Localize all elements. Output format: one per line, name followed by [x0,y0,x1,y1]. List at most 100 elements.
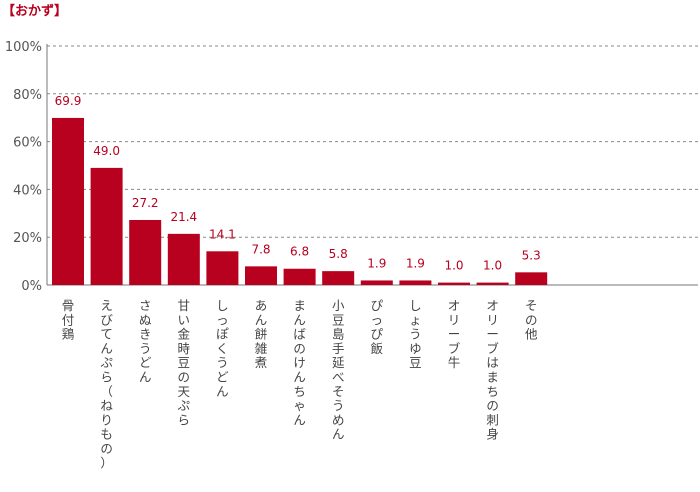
category-label-char: っ [216,312,229,327]
value-label: 1.9 [406,256,425,270]
category-label-char: っ [371,312,384,327]
bar [399,280,432,285]
category-label-char: え [100,298,113,313]
y-tick-label: 40% [13,183,42,198]
bar [52,117,84,286]
category-label-char: ゆ [409,341,422,356]
bar [90,167,123,285]
category-label-char: リ [448,312,461,327]
category-label-char: 牛 [448,355,461,370]
category-label-char: び [100,312,113,327]
category-label: 骨付鶏 [62,298,75,342]
category-label-char: ぴ [371,327,384,342]
bar [245,266,277,285]
category-label-char: ん [293,412,306,427]
value-label: 27.2 [132,196,159,210]
category-label-char: ど [216,370,229,385]
bar [322,271,355,285]
category-label-char: う [332,398,345,413]
category-label-char: そ [525,298,538,313]
category-label-char: べ [332,370,345,385]
category-label-char: ん [332,427,345,442]
category-label-char: ね [100,398,113,413]
category-label-char: て [100,327,113,342]
category-label-char: ん [216,384,229,399]
category-label-char: （ [100,384,113,399]
category-label-char: の [100,441,113,456]
category-label: その他 [525,298,538,342]
bar [476,282,509,285]
chart-title: 【おかず】 [2,4,68,19]
category-label-char: 煮 [255,355,268,370]
value-label: 5.8 [329,247,348,261]
category-label-char: の [178,370,191,385]
category-label-char: ち [486,384,499,399]
category-label-char: 金 [178,327,191,342]
category-label-char: ー [448,327,461,342]
bar [438,282,470,285]
category-label-char: し [409,298,422,313]
category-label-char: も [100,427,113,442]
category-label-char: そ [332,384,345,399]
category-label-char: 餅 [255,327,268,342]
category-label-char: う [216,355,229,370]
category-label-char: ち [293,384,306,399]
category-label-char: ぬ [139,312,152,327]
category-label-char: オ [486,298,499,313]
category-label-char: ん [100,341,113,356]
category-label-char: ん [255,312,268,327]
value-label: 7.8 [251,242,270,256]
category-label-char: ゃ [293,398,306,413]
category-label-char: 島 [332,327,345,342]
category-label-char: ぷ [178,398,191,413]
category-label-char: し [216,298,229,313]
category-label-char: う [139,341,152,356]
category-label-char: ら [178,412,191,427]
value-label: 69.9 [55,94,82,108]
category-label-char: あ [255,298,268,313]
category-label-char: 身 [486,427,499,442]
bar [515,272,548,285]
category-label-char: は [486,355,499,370]
category-label-char: 鶏 [62,327,75,342]
category-label-char: ん [293,370,306,385]
value-label: 5.3 [522,248,541,262]
category-label-char: 延 [332,355,345,370]
category-label-char: き [139,327,152,342]
bar [129,219,162,285]
category-label-char: 豆 [409,355,422,370]
y-tick-label: 0% [21,279,42,294]
category-label-char: 刺 [486,412,499,427]
value-label: 21.4 [170,210,197,224]
category-label-char: ら [100,370,113,385]
category-label-char: ま [293,298,306,313]
value-label: 6.8 [290,245,309,259]
value-label: 1.0 [483,259,502,273]
category-label-char: 付 [62,312,75,327]
category-label-char: 豆 [332,312,345,327]
value-label: 1.9 [367,256,386,270]
category-label-char: ん [139,370,152,385]
category-label-char: の [486,398,499,413]
y-tick-label: 100% [5,40,42,55]
category-label-char: ブ [448,341,461,356]
category-label-char: り [100,412,113,427]
category-label-char: う [409,327,422,342]
category-label-char: い [178,312,191,327]
y-tick-label: 80% [13,88,42,103]
category-label-char: 飯 [371,341,384,356]
category-label-char: ょ [409,312,422,327]
category-label-char: ば [293,327,306,342]
